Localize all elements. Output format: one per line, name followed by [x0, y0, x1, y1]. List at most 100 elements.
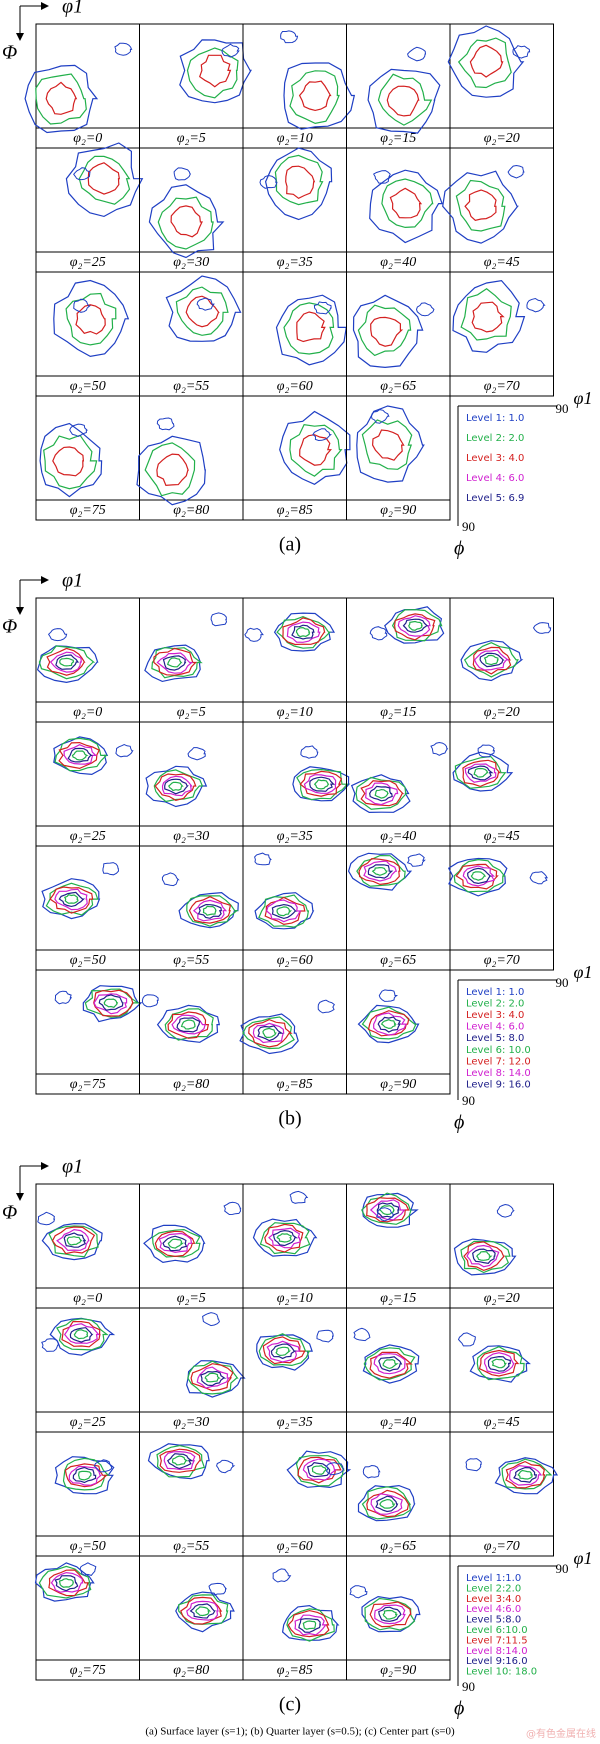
contour — [164, 778, 189, 795]
contour — [462, 865, 496, 887]
contour — [289, 1190, 309, 1204]
legend-entry: Level 1:1.0 — [466, 1573, 521, 1584]
contour — [77, 1470, 92, 1481]
contour — [275, 294, 348, 366]
contour — [430, 741, 449, 756]
section-label: φ₂=50 — [70, 1539, 106, 1554]
contour — [93, 993, 128, 1015]
section-label: φ₂=20 — [484, 1291, 520, 1306]
contour — [175, 286, 229, 336]
section-label: φ₂=5 — [177, 1291, 206, 1306]
contour — [176, 1017, 201, 1033]
contour — [370, 316, 404, 347]
contour — [389, 187, 423, 219]
contour — [477, 744, 496, 758]
section-label: φ₂=80 — [173, 1663, 209, 1678]
contour — [369, 169, 443, 244]
contour — [266, 899, 302, 923]
section-label: φ₂=10 — [277, 1291, 313, 1306]
contour — [325, 1462, 345, 1476]
contour — [208, 1582, 228, 1596]
contour — [455, 863, 499, 890]
contour — [479, 652, 505, 668]
contour — [289, 70, 340, 125]
section-label: φ₂=30 — [173, 829, 209, 844]
section-label: φ₂=15 — [380, 705, 416, 720]
contour — [358, 857, 401, 886]
contour — [279, 410, 351, 485]
contour — [286, 621, 321, 643]
axis-y-label: Φ — [2, 1202, 17, 1224]
contour — [362, 1464, 381, 1479]
section-cell — [346, 1555, 451, 1681]
contour — [453, 858, 506, 893]
contour — [369, 626, 388, 641]
contour — [352, 294, 424, 369]
contour — [75, 304, 106, 335]
contour — [361, 1595, 421, 1633]
section-label: φ₂=85 — [277, 1663, 313, 1678]
contour — [347, 852, 413, 891]
contour — [49, 651, 82, 673]
contour — [296, 768, 349, 801]
contour — [49, 886, 94, 914]
contour — [460, 288, 512, 341]
corner-y: 90 — [462, 1679, 475, 1694]
contour — [52, 446, 85, 477]
contour — [72, 1466, 97, 1484]
contour — [367, 1010, 410, 1037]
caption: (a) Surface layer (s=1); (b) Quarter lay… — [145, 1726, 455, 1738]
section-label: φ₂=70 — [484, 1539, 520, 1554]
contour — [164, 1008, 214, 1041]
contour — [244, 627, 264, 642]
section-label: φ₂=65 — [380, 953, 416, 968]
contour — [161, 775, 193, 797]
legend-entry: Level 5:8.0 — [466, 1615, 521, 1626]
contour — [473, 649, 510, 671]
section-label: φ₂=5 — [177, 705, 206, 720]
contour — [280, 30, 299, 44]
contour — [529, 871, 548, 885]
watermark: @有色金属在线 — [526, 1727, 596, 1740]
contour — [357, 304, 412, 357]
contour — [259, 174, 278, 189]
contour — [190, 1363, 234, 1392]
contour — [53, 279, 130, 358]
contour — [256, 1334, 313, 1371]
contour — [67, 747, 94, 763]
section-label: φ₂=40 — [380, 1415, 416, 1430]
contour — [185, 295, 220, 328]
contour — [357, 1484, 416, 1522]
contour — [353, 1327, 371, 1342]
contour — [316, 1329, 334, 1343]
contour — [472, 1248, 496, 1264]
contour — [467, 765, 494, 781]
section-cell — [35, 271, 140, 397]
section-label: φ₂=55 — [173, 1539, 209, 1554]
contour — [469, 44, 504, 78]
contour — [369, 785, 393, 802]
contour — [378, 1356, 403, 1372]
legend-entry: Level 4:6.0 — [466, 1604, 521, 1615]
contour — [483, 654, 499, 666]
contour — [455, 179, 506, 232]
section-cell — [449, 147, 554, 273]
contour — [367, 864, 394, 879]
contour — [268, 1227, 301, 1249]
section-label: φ₂=30 — [173, 1415, 209, 1430]
contour — [298, 80, 332, 112]
corner-x: 90 — [556, 975, 569, 990]
contour — [271, 903, 297, 920]
contour — [447, 25, 525, 98]
contour — [82, 985, 143, 1023]
contour — [313, 779, 330, 790]
section-label: φ₂=90 — [380, 1663, 416, 1678]
contour — [373, 1353, 406, 1375]
contour — [517, 1469, 533, 1480]
corner-x-label: φ1 — [574, 388, 593, 408]
contour — [195, 1606, 212, 1617]
axis-y-label: Φ — [2, 616, 17, 638]
contour — [496, 1203, 515, 1218]
contour — [69, 1327, 94, 1343]
